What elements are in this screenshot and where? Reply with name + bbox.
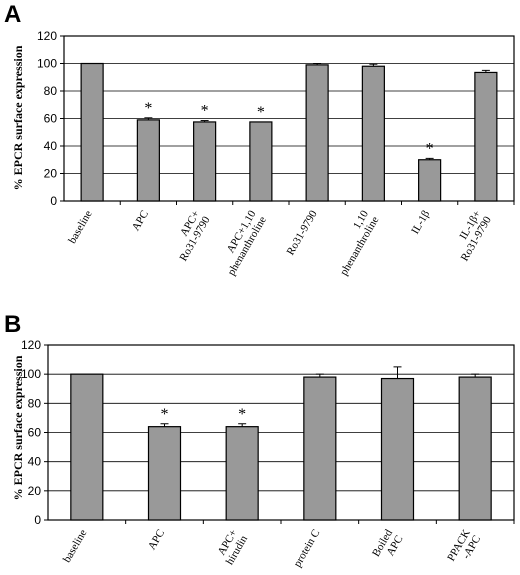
- y-axis-label-a: % EPCR surface expression: [11, 45, 25, 190]
- category-label-a-5: 1,10phenanthroline: [328, 208, 382, 278]
- y-tick-label-b-5: 100: [21, 367, 41, 381]
- bar-a-5: [361, 65, 385, 202]
- category-label-a-0: baseline: [66, 208, 94, 245]
- bar-a-7: [474, 71, 498, 202]
- bar-b-1: [147, 426, 182, 521]
- category-label-line-a-0-0: baseline: [66, 208, 94, 245]
- y-tick-label-b-4: 80: [28, 396, 42, 410]
- bar-b-4: [380, 377, 415, 521]
- category-label-b-4: BoiledAPC: [370, 527, 406, 565]
- bar-a-4: [305, 64, 329, 202]
- significance-marker-a-2: *: [201, 103, 209, 120]
- category-label-b-2: APC+hirudin: [213, 527, 250, 567]
- y-tick-label-a-4: 80: [44, 84, 58, 98]
- y-tick-label-b-0: 0: [34, 513, 41, 527]
- significance-marker-a-6: *: [426, 140, 434, 157]
- category-label-line-b-3-0: protein C: [291, 528, 322, 570]
- y-tick-label-b-1: 20: [28, 484, 42, 498]
- bar-b-0: [70, 373, 104, 521]
- bar-a-1: [136, 119, 160, 202]
- bar-b-2: [225, 426, 259, 521]
- chart-panel-b: B % EPCR surface expression 0 20 40 60 80 100…: [4, 311, 515, 570]
- category-label-a-3: APC+1,10phenanthroline: [215, 208, 269, 278]
- chart-panel-a: A % EPCR surface expression 0 20 40 60 80 100…: [4, 1, 515, 278]
- y-tick-label-a-6: 120: [37, 29, 57, 43]
- category-label-b-3: protein C: [291, 528, 322, 570]
- category-label-b-0: baseline: [61, 527, 89, 564]
- significance-marker-b-2: *: [238, 406, 246, 423]
- panel-letter-a: A: [4, 1, 21, 28]
- category-label-line-a-4-0: Ro31-9790: [285, 208, 320, 257]
- y-tick-label-a-1: 20: [44, 167, 58, 181]
- category-label-a-6: IL-1β: [409, 208, 432, 236]
- category-label-a-2: APC+Ro31-9790: [167, 208, 213, 263]
- y-tick-label-b-2: 40: [28, 455, 42, 469]
- category-label-line-a-6-0: IL-1β: [409, 208, 432, 236]
- y-tick-label-b-3: 60: [28, 426, 42, 440]
- significance-marker-a-3: *: [257, 104, 265, 121]
- category-label-a-7: IL-1β+Ro31-9790: [448, 208, 494, 263]
- category-label-b-5: PPACK-APC: [445, 527, 483, 569]
- significance-marker-a-1: *: [144, 100, 152, 117]
- y-tick-label-a-2: 40: [44, 139, 58, 153]
- bar-a-0: [80, 62, 104, 202]
- category-label-a-1: APC: [130, 209, 151, 234]
- significance-marker-b-1: *: [161, 406, 169, 423]
- category-label-line-b-0-0: baseline: [61, 527, 89, 564]
- y-tick-label-b-6: 120: [21, 338, 41, 352]
- y-tick-label-a-5: 100: [37, 57, 57, 71]
- category-label-b-1: APC: [146, 528, 167, 553]
- bar-a-2: [193, 121, 217, 202]
- y-tick-label-a-3: 60: [44, 112, 58, 126]
- panel-letter-b: B: [4, 311, 21, 338]
- category-label-a-4: Ro31-9790: [285, 208, 320, 257]
- bar-b-5: [458, 376, 492, 521]
- bar-a-6: [418, 159, 442, 202]
- category-label-line-a-1-0: APC: [130, 209, 151, 234]
- bar-a-3: [249, 121, 273, 202]
- bar-b-3: [303, 376, 337, 521]
- y-axis-label-b: % EPCR surface expression: [11, 355, 25, 500]
- category-label-line-b-1-0: APC: [146, 528, 167, 553]
- y-tick-label-a-0: 0: [50, 194, 57, 208]
